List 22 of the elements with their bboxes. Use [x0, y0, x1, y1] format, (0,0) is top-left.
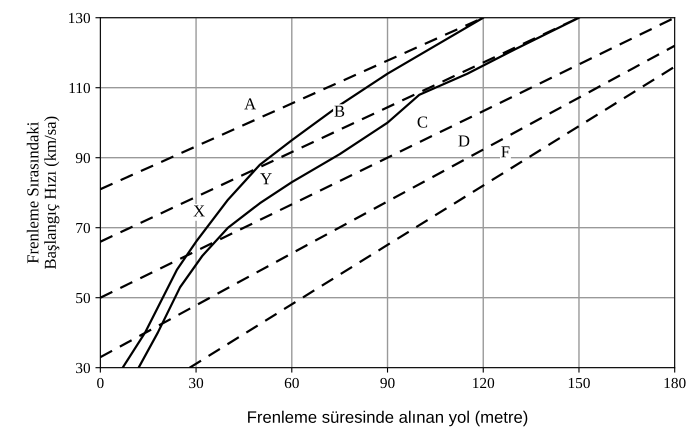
x-axis-title: Frenleme süresinde alınan yol (metre): [248, 410, 528, 426]
x-tick-label: 150: [568, 378, 590, 388]
y-tick-label: 110: [70, 82, 90, 94]
annotation: X: [193, 205, 205, 216]
annotation: Y: [260, 173, 272, 184]
annotation: F: [501, 146, 510, 158]
x-tick-label: 0: [97, 378, 104, 388]
x-tick-label: 90: [380, 378, 395, 388]
y-tick-label: 70: [76, 222, 90, 234]
y-tick-label: 130: [69, 12, 90, 24]
annotation: D: [458, 136, 470, 146]
x-tick-label: 30: [189, 378, 204, 388]
annotation: A: [244, 98, 256, 110]
annotation: B: [334, 106, 344, 117]
x-tick-label: 120: [473, 378, 494, 388]
y-tick-label: 50: [76, 292, 90, 304]
y-tick-label: 90: [76, 152, 90, 164]
y-axis-title: Frenleme Sırasındaki Başlangıç Hızı (km/sa): [26, 116, 60, 270]
x-tick-label: 60: [284, 378, 299, 388]
y-tick-label: 30: [76, 362, 90, 374]
x-tick-label: 180: [664, 378, 686, 388]
annotation: C: [418, 116, 428, 128]
